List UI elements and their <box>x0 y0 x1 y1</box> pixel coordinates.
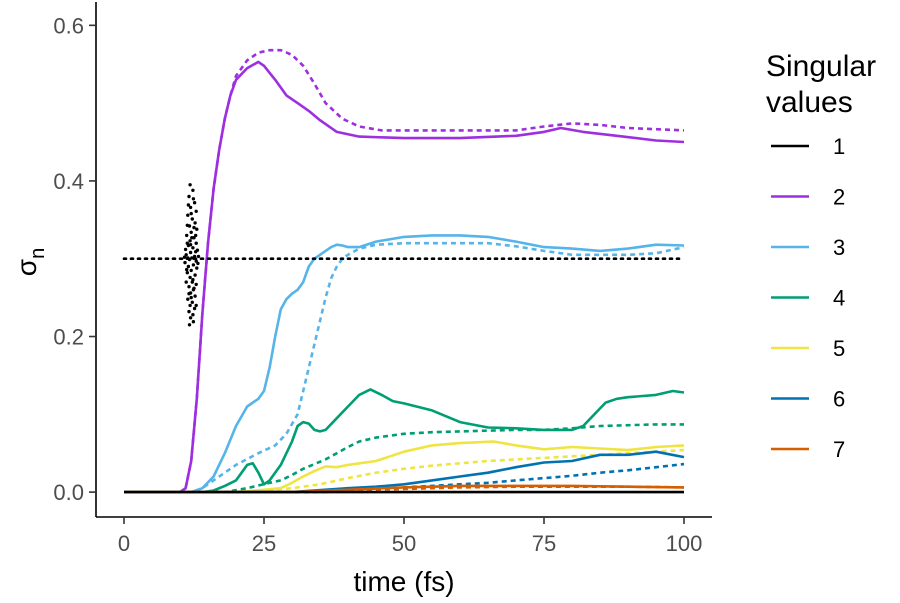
scatter-point <box>189 295 193 300</box>
legend-label-6: 6 <box>833 387 845 412</box>
series-5-solid-line <box>124 440 685 494</box>
y-axis-title-subscript: n <box>27 248 49 259</box>
scatter-point <box>185 241 189 245</box>
series-3-solid-line <box>124 234 685 494</box>
scatter-point <box>193 221 197 225</box>
legend-label-4: 4 <box>833 286 845 311</box>
scatter-point <box>194 282 198 287</box>
scatter-point <box>184 280 188 284</box>
scatter-point <box>185 223 189 227</box>
scatter-point <box>192 201 197 205</box>
scatter-point <box>195 227 199 231</box>
legend-title-line-1: Singular <box>766 50 876 83</box>
scatter-point <box>183 260 187 265</box>
scatter-point <box>187 292 191 296</box>
y-axis-title-symbol: σ <box>11 259 42 276</box>
scatter-point <box>190 280 194 284</box>
x-axis-title: time (fs) <box>353 566 454 597</box>
scatter-point <box>196 261 200 266</box>
scatter-point <box>191 263 196 267</box>
scatter-point <box>194 303 198 308</box>
scatter-point <box>190 236 194 240</box>
scatter-point <box>194 250 198 254</box>
scatter-point <box>189 268 193 273</box>
scatter-point <box>186 203 191 207</box>
scatter-point <box>192 306 197 311</box>
ticks: 0 25 50 75 100 0.0 0.2 0.4 0.6 <box>53 13 702 556</box>
scatter-point <box>190 217 194 221</box>
series-2-solid-line <box>124 60 685 494</box>
x-tick-label: 0 <box>118 531 130 556</box>
scatter-point <box>187 285 191 289</box>
series-4-solid-line <box>124 388 685 494</box>
plot-area <box>122 48 686 494</box>
x-tick-label: 25 <box>252 531 276 556</box>
legend-label-7: 7 <box>833 437 845 462</box>
scatter-point <box>185 271 189 275</box>
y-tick-label: 0.2 <box>53 325 84 350</box>
scatter-point <box>192 254 197 259</box>
legend-label-1: 1 <box>833 134 845 159</box>
scatter-point <box>183 247 188 252</box>
scatter-point <box>190 300 194 304</box>
scatter-point <box>189 211 193 216</box>
scatter-point <box>186 264 191 269</box>
scatter-point <box>193 273 197 277</box>
series-6-solid-line <box>124 450 685 494</box>
scatter-point <box>188 239 192 243</box>
legend-label-5: 5 <box>833 336 845 361</box>
scatter-point <box>188 316 193 320</box>
scatter-point <box>184 253 188 257</box>
scatter-point <box>195 266 199 270</box>
y-tick-label: 0.6 <box>53 13 84 38</box>
legend: Singular values 1 2 3 4 5 6 7 <box>766 50 876 462</box>
scatter-point <box>191 313 195 317</box>
scatter-point <box>188 205 193 210</box>
y-tick-label: 0.0 <box>53 480 84 505</box>
legend-label-3: 3 <box>833 235 845 260</box>
x-tick-label: 100 <box>666 531 703 556</box>
y-axis-title: σn <box>11 248 49 276</box>
y-tick-label: 0.4 <box>53 169 84 194</box>
scatter-point <box>188 183 192 187</box>
scatter-point <box>196 254 201 259</box>
scatter-point <box>192 286 196 290</box>
scatter-point <box>187 194 191 199</box>
scatter-point <box>191 320 196 324</box>
legend-label-2: 2 <box>833 185 845 210</box>
scatter-point <box>188 243 193 247</box>
scatter-point <box>192 225 196 230</box>
x-tick-label: 75 <box>532 531 556 556</box>
scatter-point <box>185 267 189 272</box>
scatter-point <box>191 197 196 201</box>
scatter-point <box>186 297 190 301</box>
x-tick-label: 50 <box>392 531 416 556</box>
scatter-point <box>187 309 191 314</box>
scatter-point <box>188 250 193 255</box>
scatter-point <box>185 233 189 238</box>
scatter-point <box>193 294 197 298</box>
scatter-point <box>194 233 198 238</box>
scatter-point <box>187 323 192 327</box>
scatter-point <box>188 303 192 308</box>
scatter-point <box>182 255 187 259</box>
legend-title-line-2: values <box>766 86 853 119</box>
series-7-dashed-line <box>124 485 685 494</box>
scatter-point <box>194 209 198 213</box>
scatter-point <box>194 241 198 245</box>
scatter-point <box>186 256 190 260</box>
scatter-point <box>191 188 195 192</box>
scatter-point <box>188 275 192 280</box>
scatter-point <box>186 213 190 217</box>
scatter-point <box>189 230 193 234</box>
scatter-point <box>191 246 195 250</box>
